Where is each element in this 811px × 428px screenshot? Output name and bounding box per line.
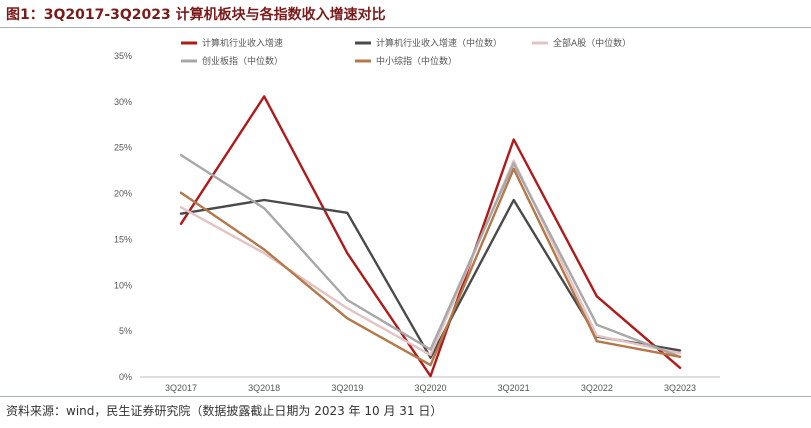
series-line-1 (179, 95, 682, 378)
y-tick-label: 30% (114, 97, 132, 107)
x-axis-ticks: 3Q2017 3Q2018 3Q2019 3Q2020 3Q2021 3Q2022 3Q20… (165, 383, 696, 393)
x-tick-label: 3Q2019 (331, 383, 363, 393)
y-tick-label: 10% (114, 280, 132, 290)
x-tick-label: 3Q2021 (498, 383, 530, 393)
x-tick-label: 3Q2023 (664, 383, 696, 393)
line-chart: 计算机行业收入增速 计算机行业收入增速（中位数） 全部A股（中位数） 创业板指（中位数… (114, 37, 720, 393)
x-tick-label: 3Q2018 (248, 383, 280, 393)
y-tick-label: 25% (114, 143, 132, 153)
legend-label: 创业板指（中位数） (202, 55, 283, 67)
y-tick-label: 20% (114, 189, 132, 199)
series-line-2 (179, 198, 682, 359)
x-tick-label: 3Q2022 (581, 383, 613, 393)
y-axis-ticks: 0% 5% 10% 15% 20% 25% 30% 35% (114, 51, 132, 382)
legend-label: 计算机行业收入增速（中位数） (376, 37, 502, 49)
series-line-3 (179, 159, 682, 357)
bottom-divider (0, 396, 811, 397)
y-tick-label: 15% (114, 234, 132, 244)
legend-label: 全部A股（中位数） (553, 37, 631, 49)
y-tick-label: 35% (114, 51, 132, 61)
series-line-4 (179, 153, 682, 358)
series-lines (179, 95, 682, 378)
y-tick-label: 5% (119, 326, 132, 336)
legend-label: 中小综指（中位数） (376, 55, 457, 67)
y-tick-label: 0% (119, 372, 132, 382)
x-tick-label: 3Q2017 (165, 383, 197, 393)
source-note: 资料来源：wind，民生证券研究院（数据披露截止日期为 2023 年 10 月 … (6, 404, 443, 418)
legend: 计算机行业收入增速 计算机行业收入增速（中位数） 全部A股（中位数） 创业板指（中位数… (181, 37, 631, 67)
legend-label: 计算机行业收入增速 (202, 37, 283, 49)
top-divider (0, 27, 811, 28)
x-tick-label: 3Q2020 (414, 383, 446, 393)
series-line-5 (179, 167, 682, 367)
figure-title: 图1：3Q2017-3Q2023 计算机板块与各指数收入增速对比 (6, 7, 386, 23)
